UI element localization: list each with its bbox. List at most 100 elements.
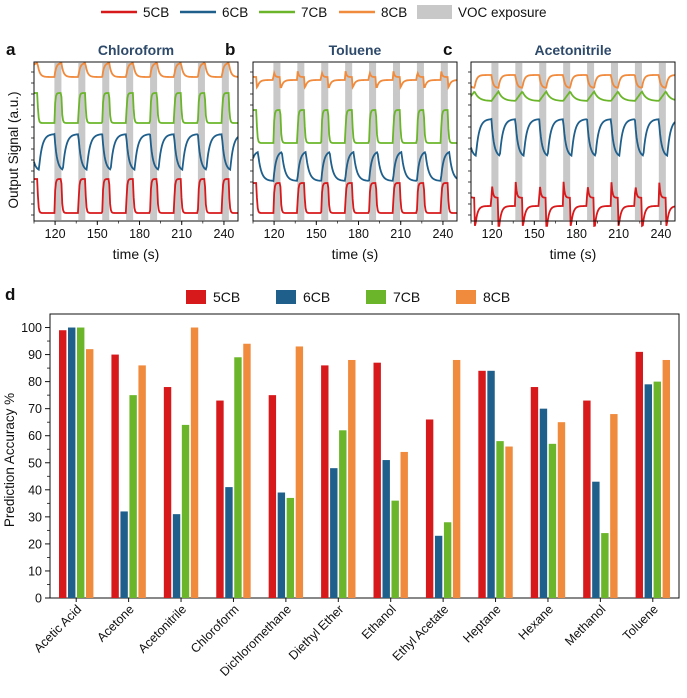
voc-exposure-band xyxy=(440,63,448,220)
voc-exposure-band xyxy=(610,63,619,220)
bar-chart: 0 10 20 30 40 50 60 70 80 90 100 Acetic Acid Acetone… xyxy=(21,313,680,679)
voc-exposure-band xyxy=(491,63,499,220)
x-category-label: Acetonitrile xyxy=(136,602,190,656)
panel-letter-d: d xyxy=(5,285,15,304)
trace-8cb xyxy=(470,74,676,89)
bar-6cb xyxy=(330,468,338,598)
bar-8cb xyxy=(190,327,199,598)
trace-8cb xyxy=(33,62,239,78)
bar-5cb xyxy=(583,400,591,598)
bar-7cb xyxy=(548,443,557,598)
legend-label-8cb: 8CB xyxy=(381,5,407,20)
voc-exposure-band xyxy=(173,63,182,220)
time-series-y-label: Output Signal (a.u.) xyxy=(6,91,21,208)
voc-exposure-band xyxy=(321,63,329,220)
y-tick-label: 30 xyxy=(28,510,42,524)
trace-5cb xyxy=(33,178,238,214)
trace-7cb xyxy=(470,89,676,103)
x-category-label: Hexane xyxy=(516,602,556,642)
panel-frame xyxy=(252,61,458,222)
bar-legend-swatch-6cb xyxy=(276,290,296,304)
bar-7cb xyxy=(601,533,609,598)
bar-7cb xyxy=(181,424,190,598)
bar-legend-label-5cb: 5CB xyxy=(213,289,240,305)
bar-5cb xyxy=(373,362,381,598)
voc-exposure-band xyxy=(150,63,158,220)
x-tick-label: 120 xyxy=(482,227,503,241)
trace-7cb xyxy=(33,92,238,124)
y-tick-label: 100 xyxy=(21,321,42,335)
legend-voc-swatch xyxy=(417,5,452,19)
voc-exposure-band xyxy=(102,63,110,220)
x-category-label: Ethanol xyxy=(359,602,399,642)
x-category-label: Chloroform xyxy=(188,602,242,656)
bar-6cb xyxy=(120,511,128,598)
bar-chart-y-label: Prediction Accuracy % xyxy=(2,393,17,527)
y-tick-label: 50 xyxy=(28,456,42,470)
panel-a: a Chloroform 120 150 180 210 240 time (s) xyxy=(6,40,239,262)
bar-7cb xyxy=(443,522,452,598)
bar-6cb xyxy=(172,514,181,598)
bar-6cb xyxy=(592,481,600,598)
bar-8cb xyxy=(557,422,566,598)
bar-legend-swatch-5cb xyxy=(186,290,206,304)
bar-5cb xyxy=(530,387,539,598)
voc-exposure-band xyxy=(221,63,229,220)
bar-7cb xyxy=(77,327,85,598)
y-tick-label: 90 xyxy=(28,348,42,362)
voc-exposure-band xyxy=(416,63,424,220)
bar-6cb xyxy=(277,492,286,598)
voc-exposure-band xyxy=(587,63,595,220)
x-category-label: Toluene xyxy=(620,602,661,643)
top-legend: 5CB 6CB 7CB 8CB VOC exposure xyxy=(101,5,547,20)
voc-exposure-band xyxy=(634,63,642,220)
x-axis-label: time (s) xyxy=(113,246,160,262)
bar-legend-swatch-8cb xyxy=(456,290,476,304)
bar-7cb xyxy=(391,500,399,598)
voc-exposure-band xyxy=(345,63,353,220)
x-tick-label: 210 xyxy=(390,227,411,241)
panel-letter-a: a xyxy=(6,40,16,59)
y-tick-label: 20 xyxy=(28,537,42,551)
bar-8cb xyxy=(400,451,408,598)
panel-title-c: Acetonitrile xyxy=(534,42,611,58)
voc-exposure-band xyxy=(563,63,571,220)
legend-label-6cb: 6CB xyxy=(222,5,248,20)
y-tick-label: 10 xyxy=(28,564,42,578)
x-category-label: Methanol xyxy=(562,602,608,648)
trace-8cb xyxy=(252,69,458,91)
voc-exposure-band xyxy=(369,63,377,220)
bar-6cb xyxy=(487,370,495,598)
bar-8cb xyxy=(243,343,251,598)
bar-8cb xyxy=(138,365,146,598)
x-category-label: Acetic Acid xyxy=(31,602,84,655)
x-category-label: Acetone xyxy=(94,602,136,644)
panel-c: c Acetonitrile 120 150 180 210 240 time (s) xyxy=(443,40,676,262)
x-tick-label: 210 xyxy=(608,227,629,241)
x-tick-label: 210 xyxy=(171,227,192,241)
bar-legend-label-7cb: 7CB xyxy=(393,289,420,305)
bar-5cb xyxy=(635,351,643,598)
panel-title-a: Chloroform xyxy=(98,42,174,58)
legend-label-7cb: 7CB xyxy=(301,5,327,20)
trace-5cb xyxy=(470,181,676,228)
bar-legend-label-8cb: 8CB xyxy=(483,289,510,305)
x-tick-label: 150 xyxy=(87,227,108,241)
bar-chart-legend: 5CB 6CB 7CB 8CB xyxy=(186,289,510,305)
x-tick-label: 240 xyxy=(651,227,672,241)
x-tick-label: 150 xyxy=(524,227,545,241)
bar-6cb xyxy=(382,460,390,598)
bar-8cb xyxy=(86,349,94,598)
y-tick-label: 0 xyxy=(35,592,42,606)
legend-label-5cb: 5CB xyxy=(143,5,169,20)
bar-6cb xyxy=(68,327,76,598)
bar-6cb xyxy=(434,535,443,598)
x-axis-label: time (s) xyxy=(332,246,379,262)
x-category-label: Heptane xyxy=(460,602,503,645)
voc-exposure-band xyxy=(197,63,205,220)
voc-exposure-band xyxy=(658,63,666,220)
bar-7cb xyxy=(496,441,504,598)
voc-exposure-band xyxy=(297,63,305,220)
bar-chart-frame xyxy=(49,313,680,599)
